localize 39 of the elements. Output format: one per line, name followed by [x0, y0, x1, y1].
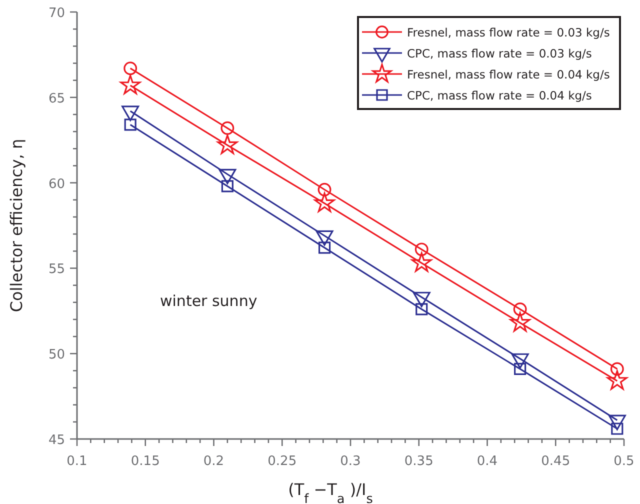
x-tick-label: 0.45 [541, 454, 570, 469]
point [606, 370, 628, 390]
legend-label: CPC, mass flow rate = 0.04 kg/s [407, 88, 592, 102]
x-tick-label: 0.1 [66, 454, 88, 469]
point [513, 302, 527, 316]
point [610, 362, 624, 376]
point [514, 362, 526, 376]
y-tick-label: 65 [48, 91, 65, 106]
point [318, 182, 332, 196]
point [220, 121, 234, 135]
x-tick-label: 0.25 [268, 454, 297, 469]
y-axis-title: Collector efficiency, η [7, 138, 26, 312]
y-tick-label: 55 [48, 262, 65, 278]
y-tick-label: 45 [48, 433, 65, 448]
point [411, 252, 432, 272]
x-tick-label: 0.15 [130, 454, 160, 469]
x-axis-title: (T$_{f}$ −T$_{a}$ )/I$_{s}$ [288, 480, 374, 504]
point [221, 180, 234, 192]
legend-label: Fresnel, mass flow rate = 0.04 kg/s [407, 68, 610, 82]
point [314, 192, 335, 212]
point [124, 62, 138, 76]
point [124, 118, 136, 131]
annotation: winter sunny [160, 292, 258, 310]
point [120, 74, 141, 94]
point [414, 242, 428, 256]
point [217, 134, 238, 154]
y-tick-label: 60 [48, 176, 65, 192]
point [416, 303, 428, 316]
y-tick-label: 70 [48, 6, 65, 21]
legend-label: Fresnel, mass flow rate = 0.03 kg/s [407, 26, 610, 40]
point [510, 312, 530, 332]
x-tick-label: 0.5 [614, 454, 634, 469]
y-tick-label: 50 [48, 348, 65, 363]
x-tick-label: 0.2 [203, 454, 224, 469]
x-tick-label: 0.3 [340, 454, 361, 469]
legend-label: CPC, mass flow rate = 0.03 kg/s [407, 46, 592, 60]
x-tick-label: 0.35 [404, 454, 434, 469]
point [318, 242, 331, 254]
x-tick-label: 0.4 [476, 454, 498, 469]
